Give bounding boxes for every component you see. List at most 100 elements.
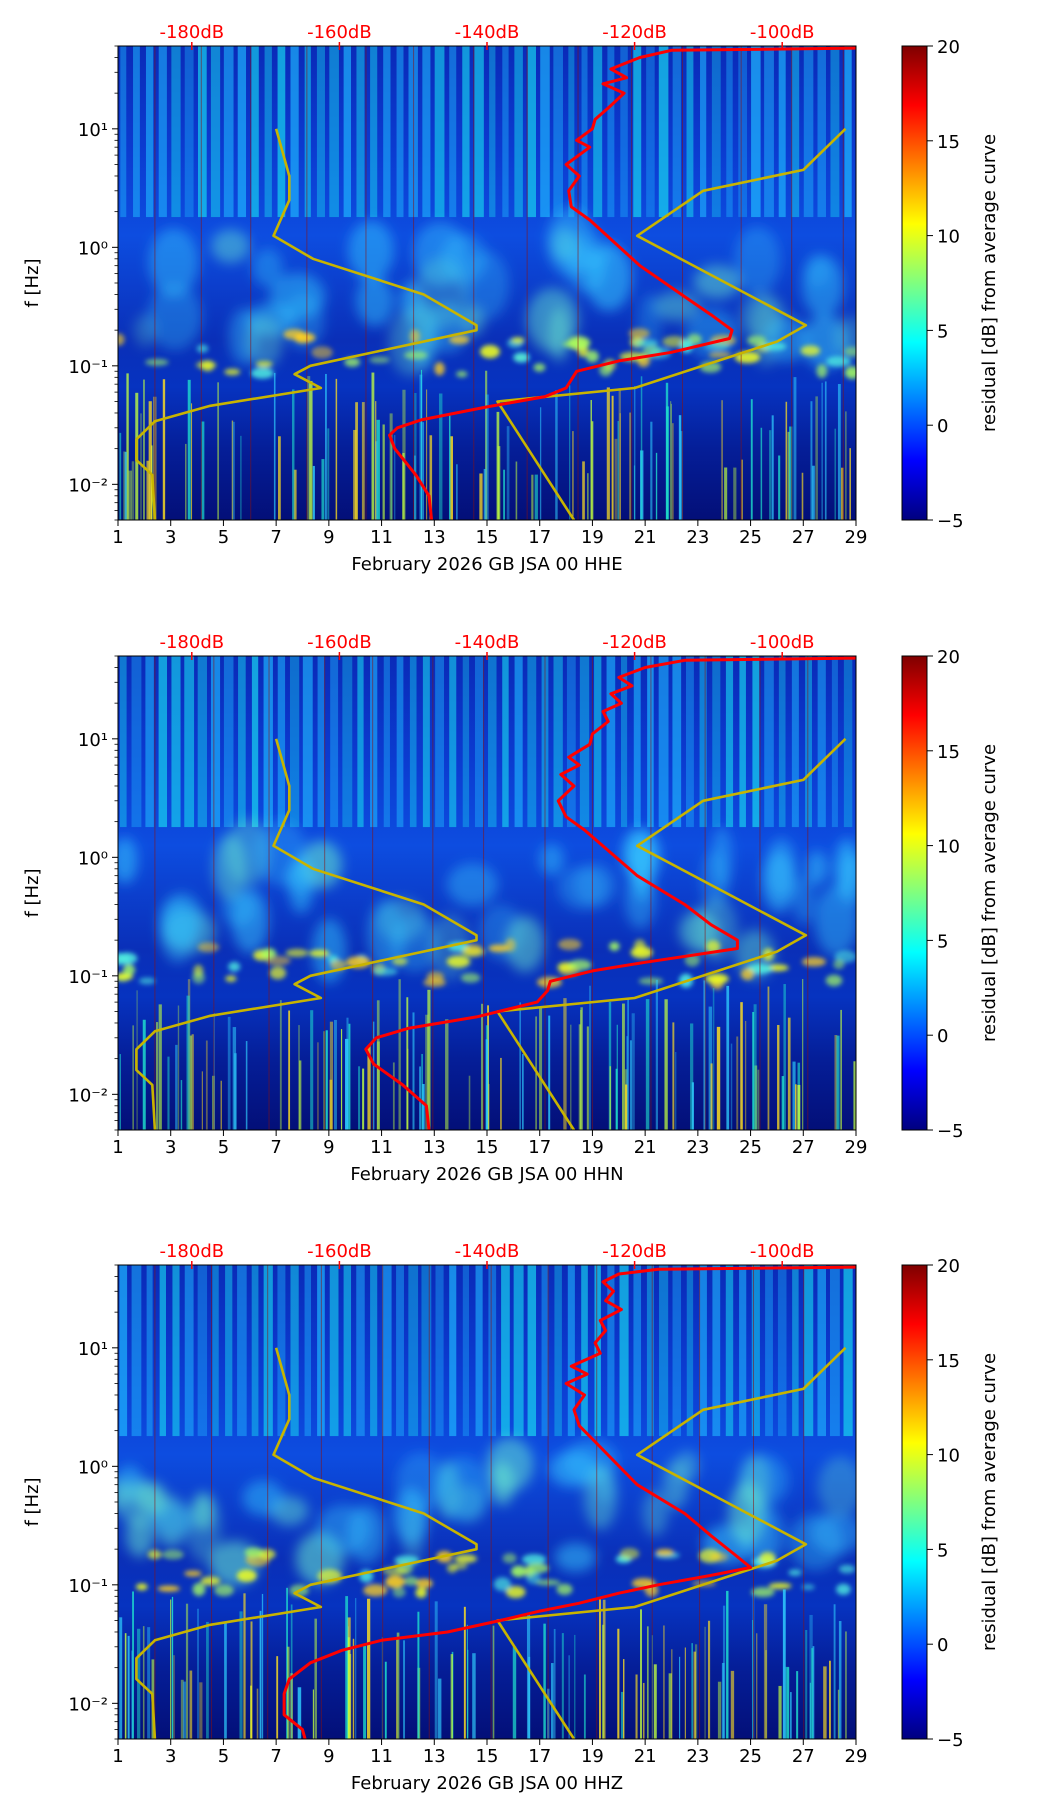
event-spike bbox=[726, 985, 730, 1130]
band-blob bbox=[197, 942, 220, 953]
hf-stripe bbox=[541, 1265, 549, 1437]
event-spike bbox=[754, 1065, 758, 1130]
band-blob bbox=[308, 949, 330, 957]
event-spike bbox=[448, 413, 451, 520]
y-tick-label: 10⁻² bbox=[68, 1085, 108, 1106]
event-spike bbox=[170, 1599, 172, 1739]
hf-stripe bbox=[540, 46, 550, 218]
event-spike bbox=[167, 1056, 170, 1130]
db-scale-label: -120dB bbox=[602, 1241, 667, 1262]
event-spike bbox=[642, 1682, 645, 1739]
event-spike bbox=[684, 1647, 686, 1739]
band-blob bbox=[415, 1578, 433, 1589]
glow-blob bbox=[436, 1456, 490, 1522]
band-blob bbox=[521, 1554, 547, 1565]
event-spike bbox=[137, 1628, 141, 1739]
band-blob bbox=[344, 357, 361, 367]
event-spike bbox=[492, 1625, 495, 1739]
event-spike bbox=[485, 370, 488, 520]
band-blob bbox=[255, 360, 273, 368]
event-spike bbox=[572, 431, 574, 520]
hf-stripe bbox=[778, 46, 786, 218]
event-spike bbox=[837, 1689, 840, 1739]
event-spike bbox=[132, 1025, 135, 1130]
hf-stripe bbox=[764, 656, 774, 828]
band-blob bbox=[415, 1587, 427, 1599]
event-spike bbox=[438, 1678, 442, 1739]
event-spike bbox=[180, 1679, 184, 1739]
band-blob bbox=[844, 346, 856, 357]
event-spike bbox=[119, 1617, 123, 1739]
glow-blob bbox=[788, 1513, 844, 1571]
glow-blob bbox=[815, 885, 856, 957]
x-tick-label: 21 bbox=[634, 1137, 657, 1158]
event-spike bbox=[805, 1630, 808, 1739]
event-spike bbox=[614, 438, 618, 520]
band-blob bbox=[488, 944, 510, 953]
band-blob bbox=[568, 959, 592, 971]
y-tick-label: 10⁻¹ bbox=[68, 357, 108, 378]
hf-stripe bbox=[396, 46, 404, 218]
hf-stripe bbox=[197, 46, 207, 218]
event-spike bbox=[232, 421, 235, 520]
event-spike bbox=[750, 399, 753, 520]
hf-stripe bbox=[237, 1265, 247, 1437]
event-spike bbox=[512, 1646, 517, 1739]
band-blob bbox=[122, 964, 136, 976]
hf-stripe bbox=[277, 656, 286, 828]
nlnm-curve bbox=[135, 738, 478, 1130]
event-spike bbox=[744, 1020, 747, 1130]
average-psd-curve bbox=[282, 1265, 856, 1739]
band-blob bbox=[838, 1564, 856, 1574]
heatmap-image bbox=[118, 46, 856, 520]
event-spike bbox=[678, 415, 682, 520]
hf-stripe bbox=[619, 1265, 629, 1437]
event-spike bbox=[438, 393, 443, 520]
event-spike bbox=[201, 421, 205, 520]
hf-stripe bbox=[699, 1265, 707, 1437]
glow-blob bbox=[149, 1502, 196, 1537]
event-spike bbox=[497, 446, 501, 520]
glow-blob bbox=[252, 248, 283, 288]
hf-stripe bbox=[553, 656, 563, 828]
hf-stripe bbox=[158, 656, 168, 828]
hf-stripe bbox=[131, 656, 142, 828]
hf-stripe bbox=[316, 46, 325, 218]
hf-stripe bbox=[462, 46, 470, 218]
band-blob bbox=[558, 938, 582, 951]
event-spike bbox=[290, 1673, 293, 1739]
event-spike bbox=[293, 469, 297, 520]
band-blob bbox=[138, 977, 156, 985]
x-axis-label: February 2026 GB JSA 00 HHE bbox=[351, 554, 622, 575]
event-spike bbox=[845, 411, 847, 520]
hf-stripe bbox=[633, 1265, 642, 1437]
glow-blob bbox=[211, 229, 250, 263]
x-tick-label: 23 bbox=[686, 1137, 709, 1158]
event-spike bbox=[580, 1009, 582, 1130]
event-spike bbox=[402, 452, 405, 520]
hf-stripe bbox=[646, 46, 655, 218]
hf-stripe bbox=[646, 1265, 654, 1437]
event-spike bbox=[376, 1000, 380, 1130]
hf-stripe bbox=[501, 1265, 510, 1437]
glow-blob bbox=[346, 1504, 386, 1565]
hf-stripe bbox=[803, 46, 814, 218]
hf-stripe bbox=[330, 656, 339, 828]
event-spike bbox=[716, 1026, 721, 1130]
band-blob bbox=[404, 351, 428, 360]
hf-stripe bbox=[568, 46, 575, 218]
hf-stripe bbox=[659, 1265, 669, 1437]
y-tick-label: 10⁻¹ bbox=[68, 967, 108, 988]
colorbar-tick-label: −5 bbox=[937, 1121, 964, 1142]
event-spike bbox=[128, 470, 132, 520]
glow-blob bbox=[118, 837, 138, 884]
x-tick-label: 7 bbox=[270, 1137, 281, 1158]
glow-blob bbox=[147, 283, 202, 351]
hf-stripe bbox=[277, 46, 286, 218]
event-spike bbox=[707, 1620, 711, 1739]
event-spike bbox=[797, 1084, 801, 1130]
band-blob bbox=[816, 364, 828, 379]
event-spike bbox=[186, 995, 190, 1130]
band-blob bbox=[392, 957, 408, 966]
